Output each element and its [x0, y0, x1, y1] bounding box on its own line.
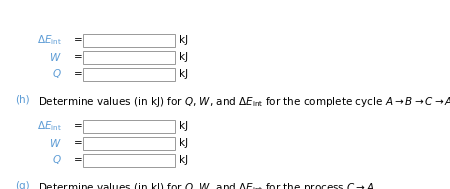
Text: $W$: $W$ — [50, 137, 62, 149]
Text: $Q$: $Q$ — [52, 153, 62, 167]
Text: kJ: kJ — [179, 155, 188, 165]
Text: =: = — [74, 35, 83, 45]
Bar — [83, 136, 175, 149]
Text: =: = — [74, 121, 83, 131]
Text: =: = — [74, 52, 83, 62]
Text: kJ: kJ — [179, 121, 188, 131]
Text: $\Delta E_{\mathrm{int}}$: $\Delta E_{\mathrm{int}}$ — [37, 33, 62, 47]
Text: $\Delta E_{\mathrm{int}}$: $\Delta E_{\mathrm{int}}$ — [37, 119, 62, 133]
Text: =: = — [74, 69, 83, 79]
Bar — [83, 153, 175, 167]
Text: Determine values (in kJ) for $Q$, $W$, and $\Delta E_{\mathrm{int}}$ for the com: Determine values (in kJ) for $Q$, $W$, a… — [38, 95, 450, 109]
Text: $W$: $W$ — [50, 51, 62, 63]
Bar — [83, 119, 175, 132]
Text: kJ: kJ — [179, 52, 188, 62]
Text: =: = — [74, 155, 83, 165]
Text: kJ: kJ — [179, 69, 188, 79]
Bar — [83, 33, 175, 46]
Text: (g): (g) — [15, 181, 30, 189]
Bar — [83, 67, 175, 81]
Text: =: = — [74, 138, 83, 148]
Text: $Q$: $Q$ — [52, 67, 62, 81]
Text: (h): (h) — [15, 95, 30, 105]
Text: kJ: kJ — [179, 138, 188, 148]
Text: Determine values (in kJ) for $Q$, $W$, and $\Delta E_{\mathrm{int}}$ for the pro: Determine values (in kJ) for $Q$, $W$, a… — [38, 181, 378, 189]
Bar — [83, 50, 175, 64]
Text: kJ: kJ — [179, 35, 188, 45]
